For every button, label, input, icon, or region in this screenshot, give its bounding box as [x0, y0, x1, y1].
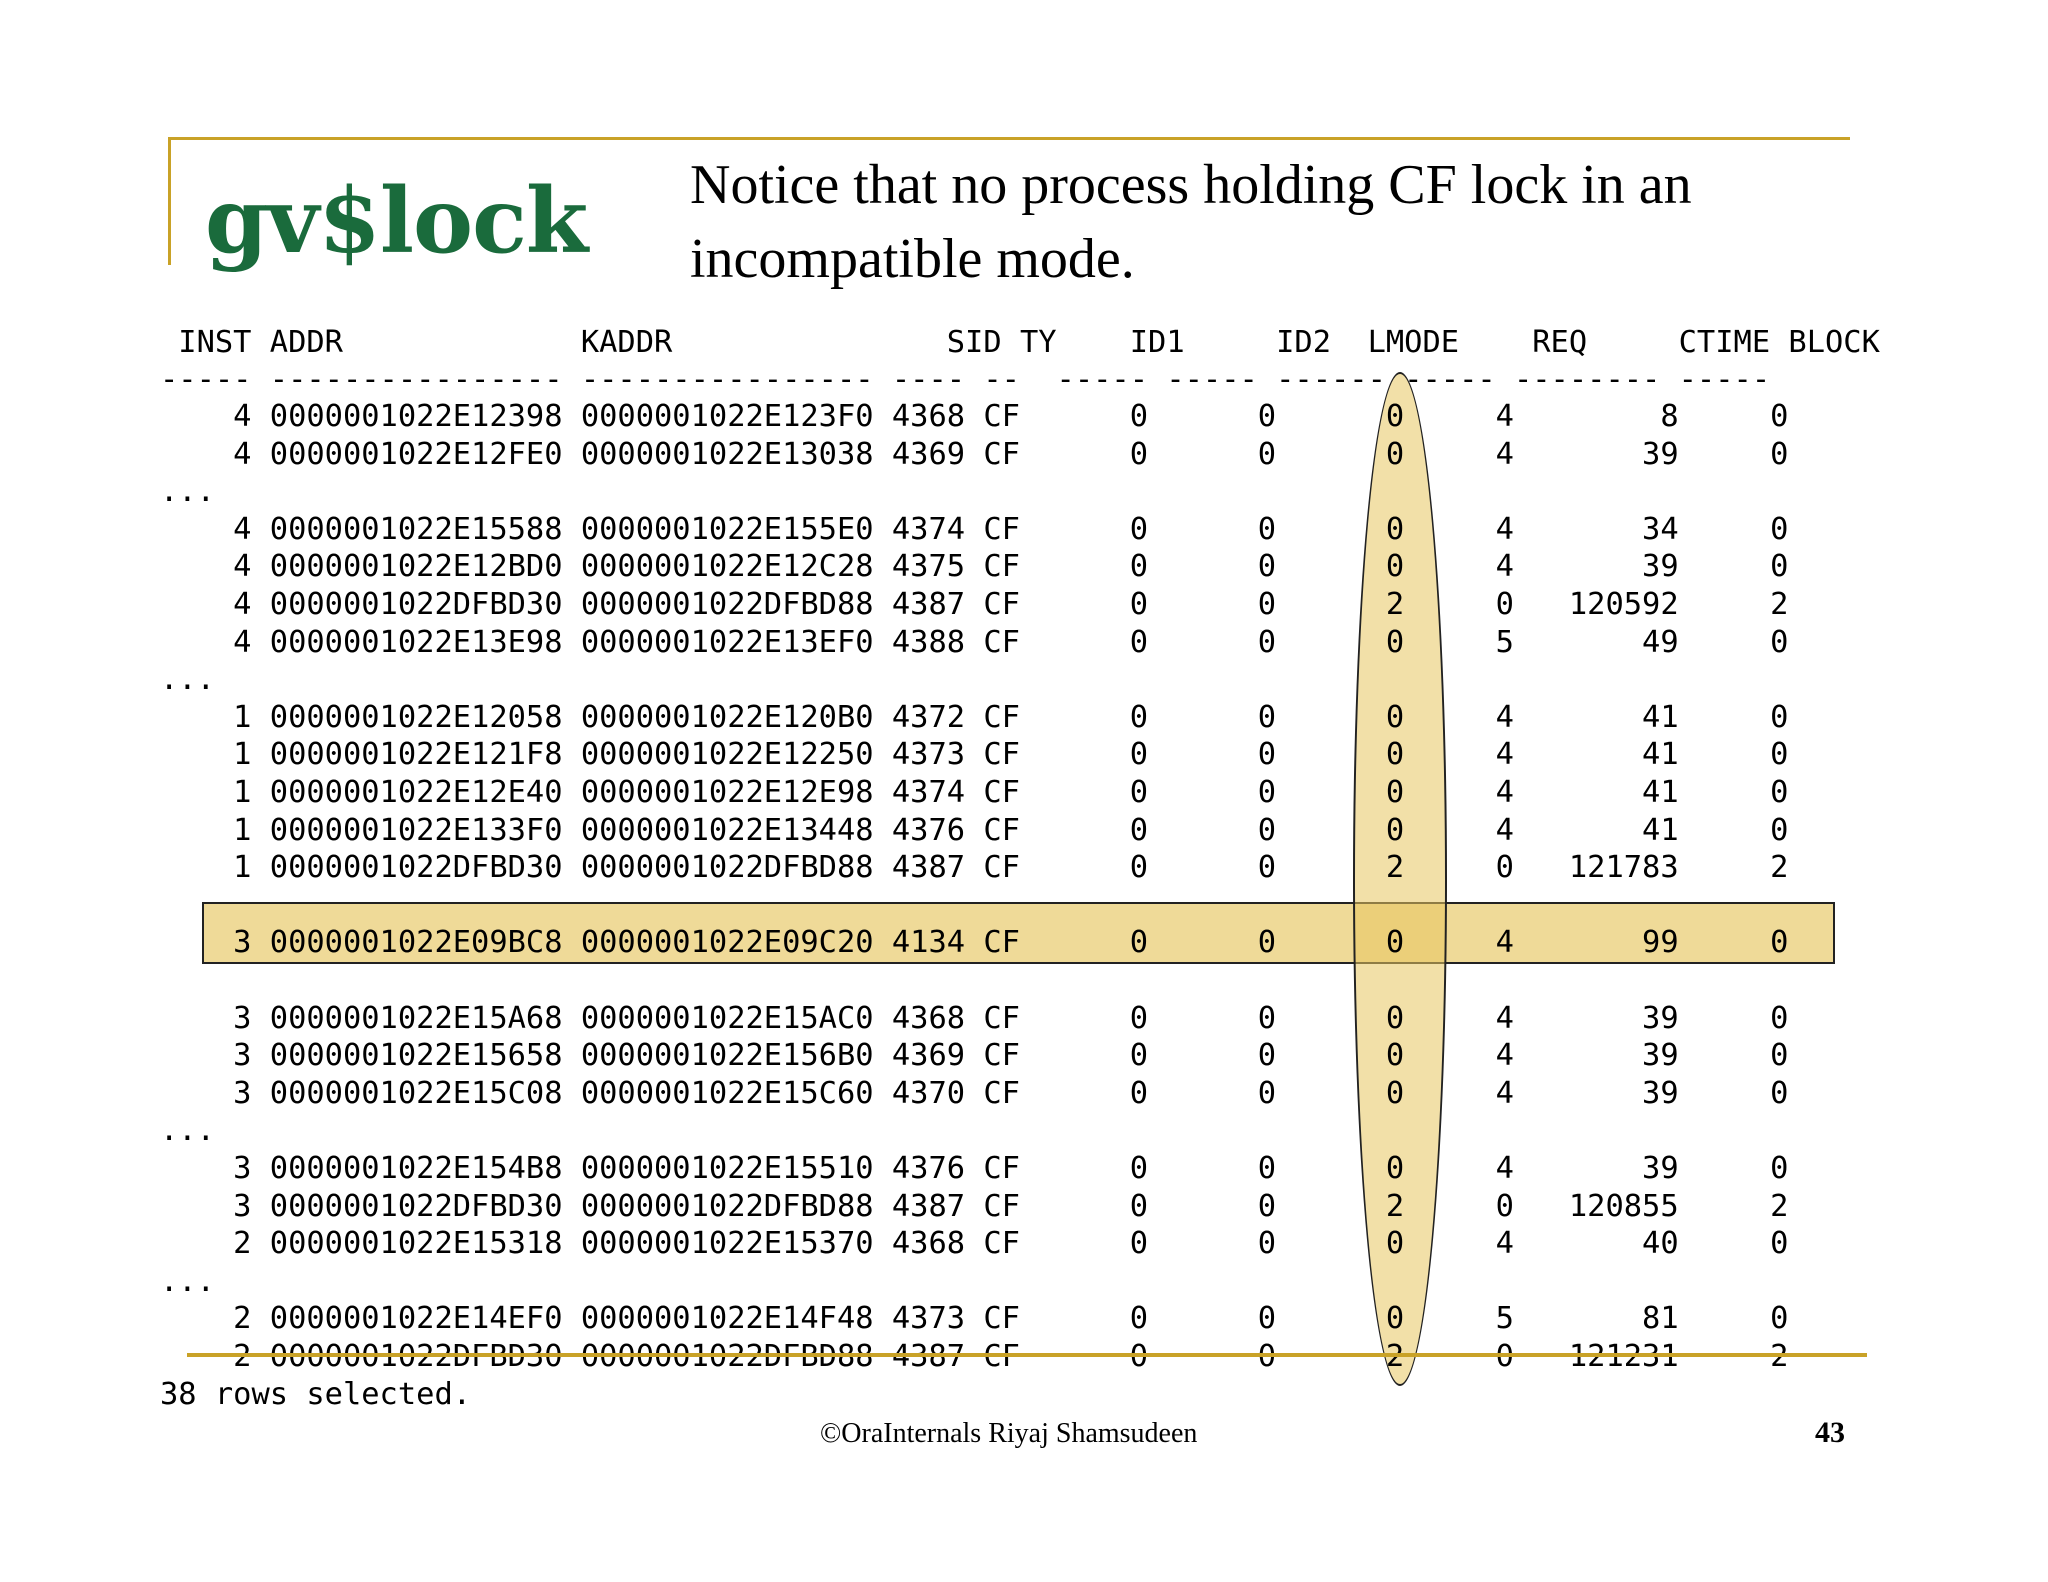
slide-title: gv$lock: [205, 168, 588, 274]
table-row: 3 0000001022E15A68 0000001022E15AC0 4368…: [160, 1000, 1789, 1036]
slide-frame-bottom-rule: [187, 1353, 1867, 1357]
table-row: 3 0000001022E15C08 0000001022E15C60 4370…: [160, 1075, 1789, 1111]
lmode-column-highlight-ellipse: [1353, 372, 1447, 1386]
ellipsis-line: ...: [160, 1113, 215, 1149]
table-row: 3 0000001022E154B8 0000001022E15510 4376…: [160, 1151, 1789, 1186]
separator-line: ----- ---------------- ---------------- …: [160, 362, 1771, 397]
table-row: 4 0000001022E12BD0 0000001022E12C28 4375…: [160, 549, 1789, 585]
ellipsis-line: ...: [160, 474, 215, 510]
slide-subtitle: Notice that no process holding CF lock i…: [690, 154, 1692, 290]
table-row: 3 0000001022E15658 0000001022E156B0 4369…: [160, 1038, 1789, 1074]
slide-frame-left-rule: [168, 137, 171, 265]
table-row: 4 0000001022E13E98 0000001022E13EF0 4388…: [160, 624, 1789, 660]
table-row: 1 0000001022E12058 0000001022E120B0 4372…: [160, 699, 1789, 735]
highlighted-row-box: [202, 902, 1835, 964]
table-row: 4 0000001022E12398 0000001022E123F0 4368…: [160, 399, 1789, 434]
table-row: 3 0000001022E09BC8 0000001022E09C20 4134…: [160, 925, 1789, 961]
table-row: 3 0000001022DFBD30 0000001022DFBD88 4387…: [160, 1188, 1789, 1224]
page-number: 43: [1815, 1416, 1845, 1449]
table-row: 1 0000001022E133F0 0000001022E13448 4376…: [160, 812, 1789, 848]
table-row: 4 0000001022E15588 0000001022E155E0 4374…: [160, 511, 1789, 547]
query-output: INST ADDR KADDR SID TY ID1 ID2 LMODE REQ…: [160, 0, 1880, 1412]
table-row: 1 0000001022E121F8 0000001022E12250 4373…: [160, 737, 1789, 773]
table-row: 1 0000001022DFBD30 0000001022DFBD88 4387…: [160, 850, 1789, 886]
slide-footer: ©OraInternals Riyaj Shamsudeen: [820, 1418, 1198, 1449]
ellipsis-line: ...: [160, 662, 215, 698]
slide-frame-top-rule: [168, 137, 1850, 140]
table-row: 4 0000001022E12FE0 0000001022E13038 4369…: [160, 436, 1789, 472]
ellipsis-line: ...: [160, 1263, 215, 1299]
rows-selected-line: 38 rows selected.: [160, 1376, 472, 1412]
table-row: 2 0000001022E15318 0000001022E15370 4368…: [160, 1226, 1789, 1262]
table-row: 4 0000001022DFBD30 0000001022DFBD88 4387…: [160, 587, 1789, 622]
table-row: 2 0000001022E14EF0 0000001022E14F48 4373…: [160, 1301, 1789, 1337]
column-header-line: INST ADDR KADDR SID TY ID1 ID2 LMODE REQ…: [160, 325, 1880, 360]
table-row: 1 0000001022E12E40 0000001022E12E98 4374…: [160, 775, 1789, 810]
